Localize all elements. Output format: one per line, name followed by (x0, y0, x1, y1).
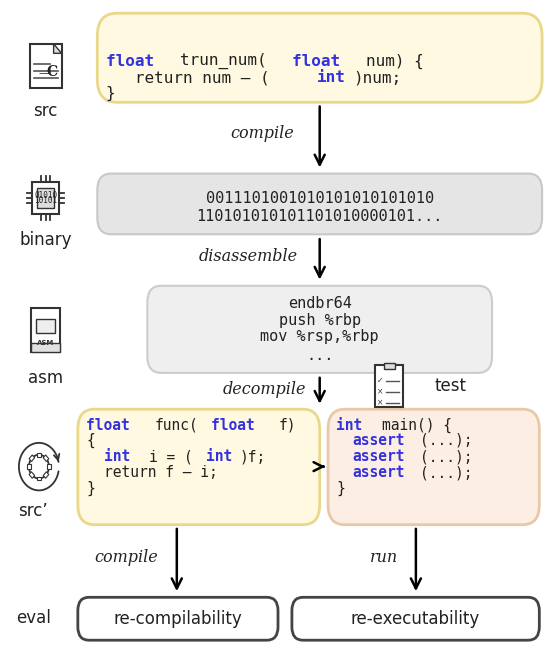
FancyBboxPatch shape (375, 365, 404, 407)
Bar (37, 453, 41, 457)
Text: 110101010101101010000101...: 110101010101101010000101... (196, 209, 443, 224)
Text: )f;: )f; (240, 449, 266, 464)
FancyBboxPatch shape (328, 409, 539, 525)
Text: run: run (370, 549, 398, 566)
Text: ✓: ✓ (377, 376, 384, 385)
FancyBboxPatch shape (78, 597, 278, 640)
Text: (...);: (...); (420, 433, 473, 447)
Text: float: float (211, 418, 264, 432)
Text: mov %rsp,%rbp: mov %rsp,%rbp (260, 329, 379, 344)
Text: (...);: (...); (420, 465, 473, 480)
Text: int: int (336, 418, 371, 432)
Text: disassemble: disassemble (199, 248, 298, 265)
Text: i = (: i = ( (149, 449, 193, 464)
Text: num) {: num) { (366, 53, 424, 69)
FancyBboxPatch shape (292, 597, 539, 640)
Text: 0011101001010101010101010: 0011101001010101010101010 (206, 191, 434, 205)
FancyBboxPatch shape (97, 13, 542, 102)
Text: src’: src’ (18, 502, 48, 521)
FancyBboxPatch shape (31, 308, 61, 352)
FancyBboxPatch shape (97, 174, 542, 234)
Text: endbr64: endbr64 (288, 296, 351, 311)
Text: 10101: 10101 (34, 196, 57, 205)
Text: src: src (33, 102, 58, 120)
Text: test: test (434, 377, 466, 395)
Text: float: float (106, 54, 163, 69)
Text: eval: eval (16, 609, 51, 628)
Text: main() {: main() { (381, 417, 451, 433)
Text: {: { (86, 432, 95, 448)
Text: return f – i;: return f – i; (104, 465, 218, 480)
Bar (27, 464, 31, 469)
Bar (47, 464, 51, 469)
Text: compile: compile (95, 549, 158, 566)
Polygon shape (53, 44, 62, 53)
Text: push %rbp: push %rbp (279, 313, 361, 327)
Text: (...);: (...); (420, 449, 473, 464)
Text: assert: assert (352, 465, 404, 480)
Text: re-compilability: re-compilability (113, 610, 242, 628)
FancyBboxPatch shape (147, 286, 492, 373)
Text: )num;: )num; (354, 71, 402, 85)
Text: int: int (316, 71, 345, 85)
Text: binary: binary (19, 230, 72, 249)
Bar (43, 472, 49, 478)
Text: }: } (86, 480, 95, 496)
FancyBboxPatch shape (29, 44, 62, 88)
Text: ASM: ASM (37, 340, 54, 346)
Text: return num – (: return num – ( (106, 71, 269, 85)
Circle shape (29, 455, 49, 478)
Bar (37, 188, 54, 208)
Text: trun_num(: trun_num( (180, 53, 267, 69)
FancyBboxPatch shape (78, 409, 320, 525)
Text: float: float (86, 418, 138, 432)
Bar (36, 319, 55, 333)
Text: re-executability: re-executability (351, 610, 480, 628)
Text: decompile: decompile (222, 381, 306, 398)
Text: ×: × (377, 399, 384, 407)
Bar (29, 455, 34, 461)
Text: compile: compile (231, 125, 295, 142)
Text: ×: × (377, 387, 384, 397)
Text: ...: ... (306, 348, 334, 362)
Text: assert: assert (352, 449, 404, 464)
Text: }: } (106, 86, 115, 102)
Text: }: } (336, 480, 345, 496)
Bar (29, 472, 34, 478)
Bar (43, 455, 49, 461)
Text: func(: func( (154, 418, 198, 432)
Text: float: float (292, 54, 350, 69)
FancyBboxPatch shape (384, 364, 395, 369)
Bar (31, 343, 61, 352)
Text: asm: asm (28, 369, 63, 387)
Text: int: int (104, 449, 139, 464)
Bar (32, 182, 59, 214)
Text: int: int (206, 449, 232, 464)
Text: f): f) (279, 418, 296, 432)
Text: —: — (39, 68, 50, 78)
Text: 01010: 01010 (34, 191, 57, 200)
Text: C: C (46, 65, 57, 79)
Text: assert: assert (352, 433, 404, 447)
Bar (37, 477, 41, 480)
